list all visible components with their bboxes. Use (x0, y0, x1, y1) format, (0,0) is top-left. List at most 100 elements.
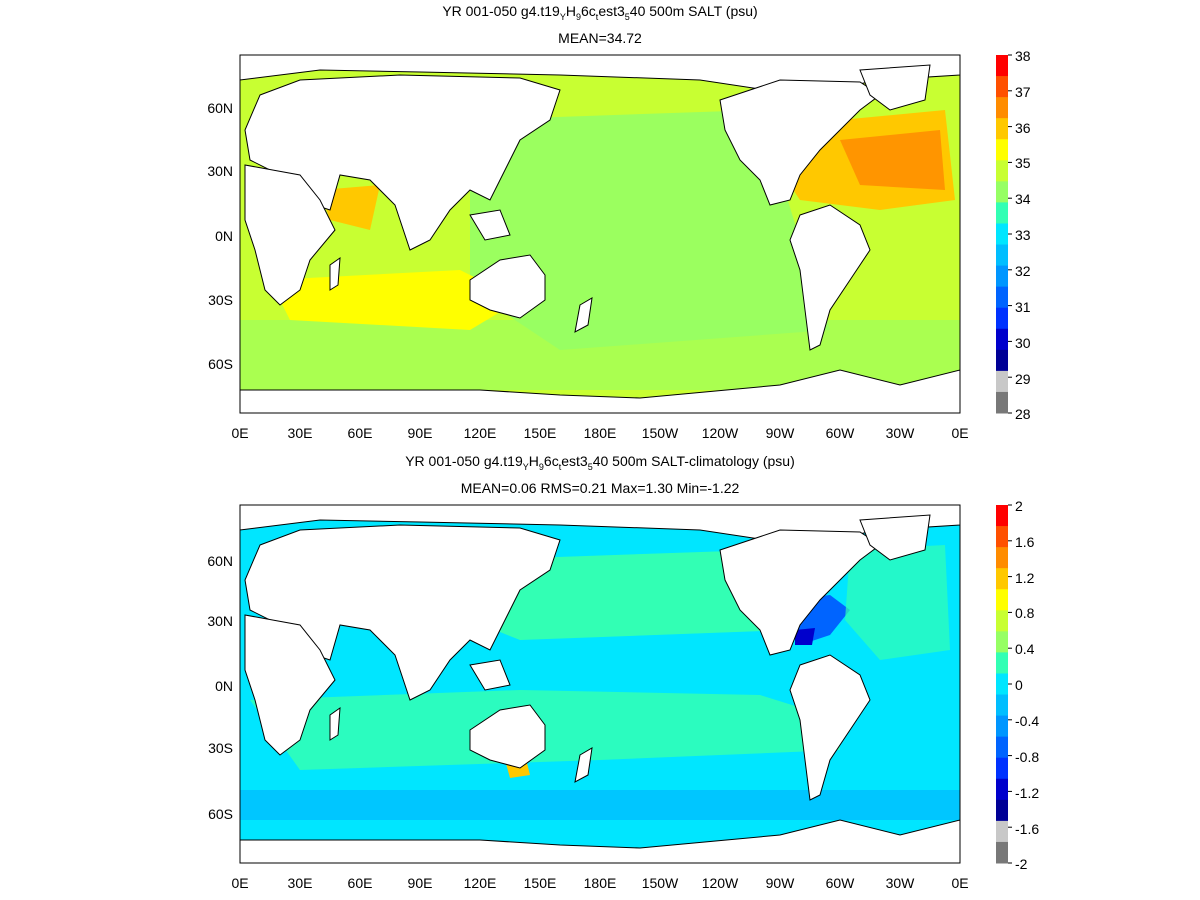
colorbar-swatch (996, 547, 1008, 569)
lon-label: 150E (524, 425, 557, 441)
colorbar-label: 29 (1015, 371, 1031, 387)
lon-label: 150E (524, 875, 557, 891)
colorbar-swatch (996, 391, 1008, 414)
lon-label: 90W (766, 425, 796, 441)
lon-label: 90W (766, 875, 796, 891)
lon-label: 120W (702, 875, 739, 891)
madagascar (329, 706, 341, 741)
salinity-panel: YR 001-050 g4.t19YH96ctest3540 500m SALT… (207, 3, 1031, 441)
lat-label: 0N (215, 228, 233, 244)
madagascar (329, 256, 341, 291)
colorbar-swatch (996, 55, 1008, 77)
colorbar-swatch (996, 286, 1008, 309)
map-frame (239, 504, 961, 864)
new-zealand (574, 747, 593, 783)
lon-label: 0E (951, 425, 968, 441)
lat-axis: 60N 30N 0N 30S 60S (207, 553, 233, 822)
colorbar-label: 33 (1015, 227, 1031, 243)
colorbar-swatch (996, 505, 1008, 527)
lon-label: 60W (826, 875, 856, 891)
colorbar-label: 36 (1015, 120, 1031, 136)
australia (469, 254, 546, 319)
lon-label: 120W (702, 425, 739, 441)
colorbar-swatch (996, 526, 1008, 548)
colorbar-swatch (996, 610, 1008, 632)
lon-label: 150W (642, 425, 679, 441)
north-pacific-field (470, 550, 790, 640)
colorbar-swatch (996, 799, 1008, 822)
colorbar-label: 2 (1015, 498, 1023, 514)
atlantic-anomaly-field (845, 545, 950, 660)
lon-label: 0E (231, 425, 248, 441)
africa (244, 614, 336, 756)
colorbar-swatch (996, 76, 1008, 98)
lon-label: 30E (288, 875, 313, 891)
southern-fresh-band (240, 790, 960, 820)
colorbar-label: -0.8 (1015, 749, 1039, 765)
colorbar-label: -2 (1015, 856, 1028, 872)
panel-title: YR 001-050 g4.t19YH96ctest3540 500m SALT… (405, 453, 795, 472)
colorbar-label: 34 (1015, 191, 1031, 207)
lon-axis: 0E 30E 60E 90E 120E 150E 180E 150W 120W … (231, 425, 968, 441)
lat-label: 0N (215, 678, 233, 694)
colorbar-swatch (996, 349, 1008, 372)
colorbar-swatch (996, 778, 1008, 801)
colorbar-label: 28 (1015, 406, 1031, 422)
colorbar-swatch (996, 202, 1008, 224)
colorbar-label: 30 (1015, 335, 1031, 351)
colorbar-swatch (996, 307, 1008, 330)
colorbar-label: -0.4 (1015, 713, 1039, 729)
africa (244, 164, 336, 306)
pacific-field (470, 110, 830, 350)
atlantic-max-field (840, 130, 945, 190)
lat-label: 60N (207, 553, 233, 569)
colorbar-label: 0.8 (1015, 605, 1035, 621)
lat-label: 60S (208, 806, 233, 822)
map-figure: 60N 30N 0N 30S 60S 0E 30E 60E 90E 120E 1… (207, 498, 1039, 891)
lon-label: 90E (408, 875, 433, 891)
lat-label: 30S (208, 292, 233, 308)
colorbar (996, 504, 1012, 864)
australia (469, 704, 546, 769)
colorbar-swatch (996, 736, 1008, 759)
maritime-continent (469, 209, 511, 241)
colorbar (996, 54, 1012, 414)
lat-label: 30S (208, 740, 233, 756)
lon-axis: 0E 30E 60E 90E 120E 150E 180E 150W 120W … (231, 875, 968, 891)
colorbar-labels: 38 37 36 35 34 33 32 31 30 29 28 (1015, 48, 1031, 422)
colorbar-swatch (996, 841, 1008, 864)
colorbar-swatch (996, 820, 1008, 843)
colorbar-label: 35 (1015, 155, 1031, 171)
colorbar-swatch (996, 673, 1008, 696)
north-america (719, 79, 881, 206)
antarctica (240, 369, 960, 413)
colorbar-swatch (996, 265, 1008, 288)
colorbar-label: 38 (1015, 48, 1031, 64)
lon-label: 120E (464, 425, 497, 441)
colorbar-label: 0 (1015, 677, 1023, 693)
panel-title: YR 001-050 g4.t19YH96ctest3540 500m SALT… (442, 3, 758, 22)
colorbar-label: 37 (1015, 84, 1031, 100)
lon-label: 180E (584, 875, 617, 891)
panel-stats: MEAN=34.72 (558, 30, 642, 46)
lon-label: 90E (408, 425, 433, 441)
colorbar-swatch (996, 694, 1008, 717)
lon-label: 180E (584, 425, 617, 441)
arabian-sea-field (320, 185, 380, 230)
colorbar-swatch (996, 757, 1008, 780)
colorbar-label: 1.6 (1015, 534, 1035, 550)
colorbar-swatch (996, 160, 1008, 182)
colorbar-swatch (996, 244, 1008, 267)
lon-label: 0E (231, 875, 248, 891)
gulf-stream-min (795, 628, 815, 645)
colorbar-swatch (996, 118, 1008, 140)
lat-label: 30N (207, 163, 233, 179)
colorbar-swatch (996, 631, 1008, 653)
colorbar-swatch (996, 589, 1008, 611)
colorbar-label: -1.6 (1015, 821, 1039, 837)
lat-label: 60S (208, 356, 233, 372)
lon-label: 30W (886, 875, 916, 891)
colorbar-swatch (996, 139, 1008, 161)
maritime-continent (469, 659, 511, 691)
colorbar-swatch (996, 223, 1008, 246)
